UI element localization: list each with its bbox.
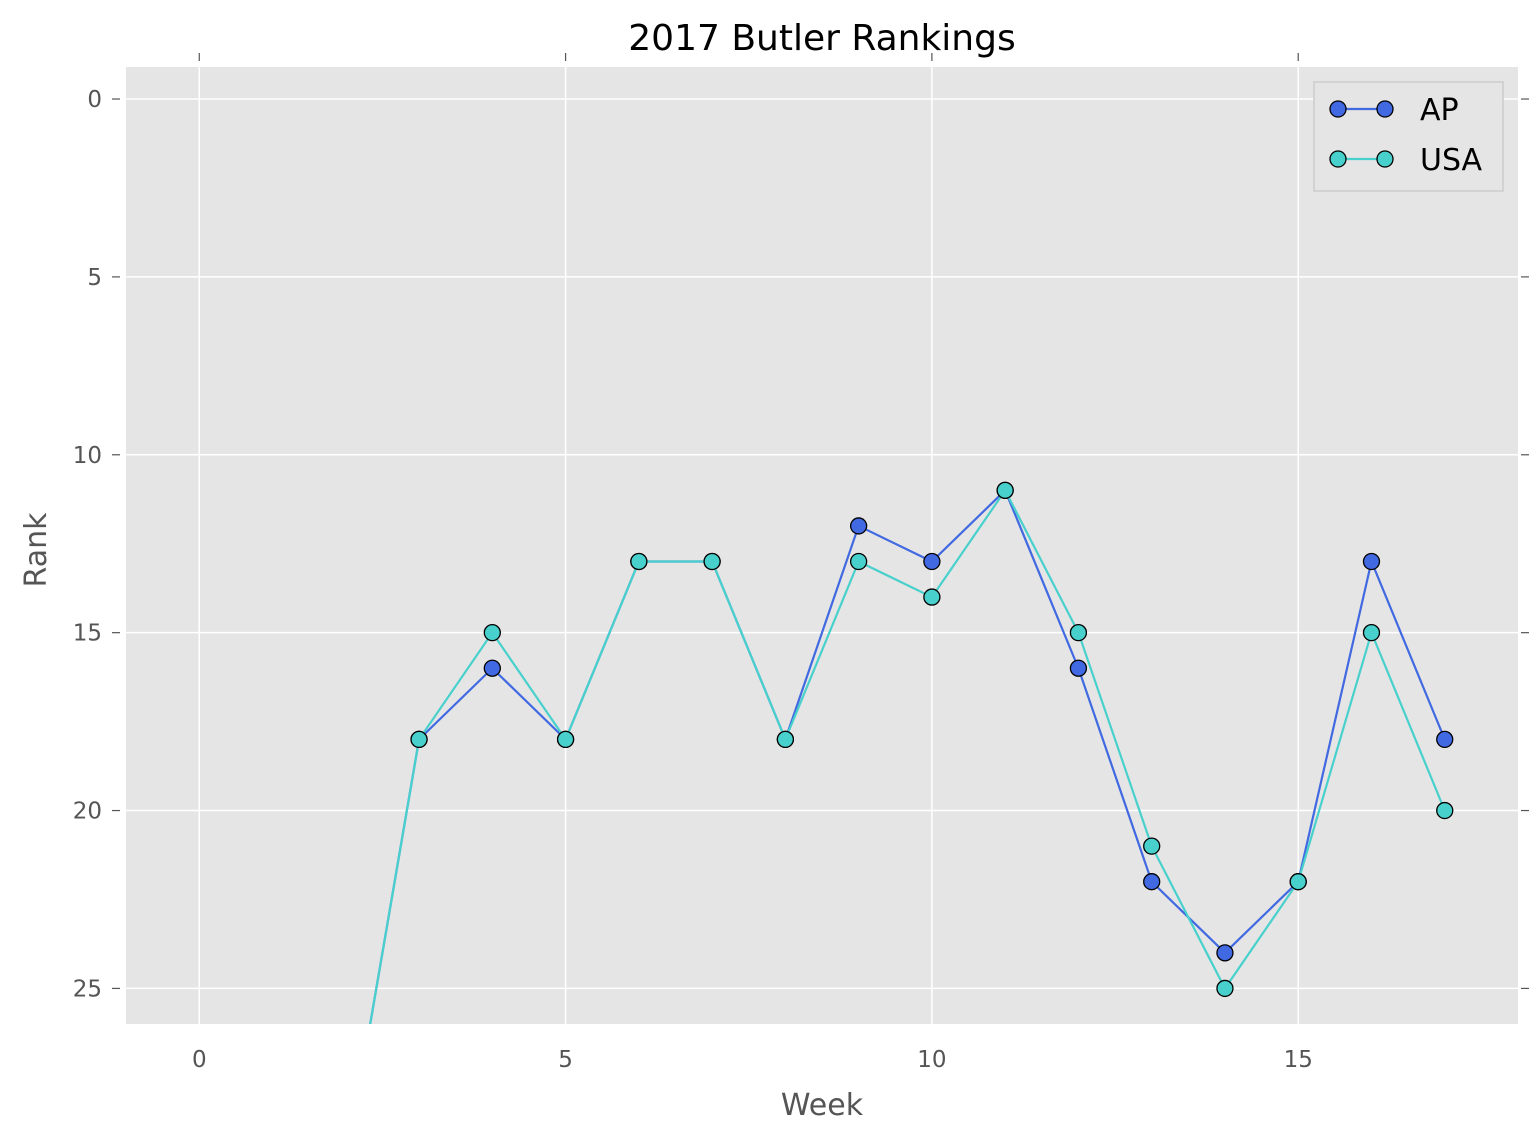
legend-label: AP [1420,93,1459,128]
y-tick-label: 15 [73,621,102,647]
data-point-usa [1289,873,1307,891]
x-tick-label: 0 [192,1047,207,1073]
legend-item-ap: AP [1329,93,1459,128]
data-point-usa [483,624,501,642]
data-point-usa [410,730,428,749]
data-point-usa [1069,624,1088,642]
y-tick-label: 5 [87,265,102,291]
data-point-usa [1143,837,1161,855]
data-point-ap [1216,944,1234,962]
x-axis-label: Week [781,1088,864,1123]
y-tick-label: 25 [73,976,102,1002]
legend-label: USA [1420,143,1483,178]
legend-item-usa: USA [1329,143,1483,178]
data-point-ap [1362,552,1381,571]
data-point-usa [996,481,1014,500]
data-point-usa [630,552,648,571]
data-point-usa [923,588,941,606]
series-layer [369,481,1454,1024]
data-point-usa [776,730,795,749]
legend: AP USA [1313,81,1504,192]
data-point-ap [1143,873,1161,891]
y-tick-label: 10 [73,443,102,469]
y-tick-label: 0 [87,87,102,113]
legend-box [1313,81,1504,192]
legend-marker [1329,150,1347,168]
data-point-usa [703,552,721,571]
data-point-ap [849,517,868,535]
data-point-ap [923,552,941,571]
y-tick-label: 20 [73,799,102,825]
series-line-usa [369,488,1446,1024]
x-tick-label: 15 [1284,1047,1313,1073]
data-point-ap [1069,659,1088,677]
grid-lines [126,67,1518,1024]
data-point-ap [1436,730,1454,749]
y-axis-label: Rank [19,512,54,588]
data-point-usa [1216,979,1234,998]
data-point-usa [849,552,868,571]
data-point-ap [483,659,501,677]
legend-marker [1376,100,1394,118]
x-tick-label: 5 [558,1047,573,1073]
tick-labels: 0 5 10 15 0 5 10 15 20 25 [73,87,1313,1073]
legend-marker [1376,150,1394,168]
data-point-usa [1362,624,1381,642]
chart-title: 2017 Butler Rankings [628,18,1015,59]
data-point-usa [556,730,575,749]
series-line-ap [369,488,1446,1024]
series-usa [369,481,1454,1024]
tick-marks [112,53,1529,990]
x-tick-label: 10 [917,1047,946,1073]
data-point-usa [1436,801,1454,820]
plot-background [126,67,1518,1024]
legend-marker [1329,100,1347,118]
